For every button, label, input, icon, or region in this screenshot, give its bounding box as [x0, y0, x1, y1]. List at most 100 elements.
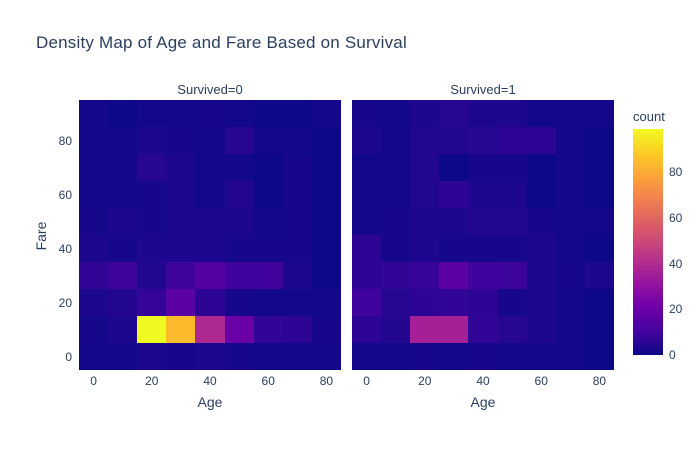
heatmap-cell[interactable] — [282, 181, 312, 208]
heatmap-cell[interactable] — [497, 235, 527, 262]
heatmap-cell[interactable] — [352, 316, 382, 343]
heatmap-cell[interactable] — [137, 316, 167, 343]
heatmap-cell[interactable] — [166, 208, 196, 235]
heatmap-cell[interactable] — [584, 343, 614, 370]
heatmap-cell[interactable] — [166, 127, 196, 154]
heatmap-cell[interactable] — [410, 181, 440, 208]
heatmap-cell[interactable] — [526, 343, 556, 370]
heatmap-cell[interactable] — [468, 181, 498, 208]
heatmap-cell[interactable] — [79, 343, 109, 370]
heatmap-cell[interactable] — [166, 262, 196, 289]
heatmap-cell[interactable] — [79, 100, 109, 127]
heatmap-cell[interactable] — [79, 262, 109, 289]
heatmap-cell[interactable] — [439, 343, 469, 370]
heatmap-cell[interactable] — [555, 316, 585, 343]
heatmap-cell[interactable] — [79, 181, 109, 208]
heatmap-cell[interactable] — [224, 154, 254, 181]
heatmap-cell[interactable] — [137, 289, 167, 316]
heatmap-survived-1[interactable] — [352, 100, 614, 370]
heatmap-cell[interactable] — [79, 154, 109, 181]
heatmap-cell[interactable] — [224, 316, 254, 343]
heatmap-cell[interactable] — [381, 154, 411, 181]
heatmap-cell[interactable] — [108, 343, 138, 370]
heatmap-cell[interactable] — [137, 235, 167, 262]
heatmap-cell[interactable] — [224, 289, 254, 316]
heatmap-cell[interactable] — [555, 262, 585, 289]
heatmap-cell[interactable] — [497, 262, 527, 289]
heatmap-cell[interactable] — [352, 208, 382, 235]
heatmap-cell[interactable] — [584, 154, 614, 181]
heatmap-cell[interactable] — [253, 316, 283, 343]
heatmap-cell[interactable] — [526, 262, 556, 289]
heatmap-cell[interactable] — [352, 100, 382, 127]
heatmap-cell[interactable] — [282, 100, 312, 127]
heatmap-cell[interactable] — [224, 181, 254, 208]
heatmap-cell[interactable] — [311, 262, 341, 289]
heatmap-cell[interactable] — [381, 181, 411, 208]
heatmap-cell[interactable] — [195, 289, 225, 316]
heatmap-cell[interactable] — [79, 235, 109, 262]
heatmap-cell[interactable] — [497, 100, 527, 127]
heatmap-cell[interactable] — [439, 262, 469, 289]
heatmap-cell[interactable] — [166, 343, 196, 370]
heatmap-cell[interactable] — [195, 181, 225, 208]
heatmap-cell[interactable] — [439, 154, 469, 181]
heatmap-cell[interactable] — [381, 262, 411, 289]
heatmap-cell[interactable] — [555, 208, 585, 235]
heatmap-cell[interactable] — [584, 316, 614, 343]
heatmap-cell[interactable] — [137, 154, 167, 181]
heatmap-cell[interactable] — [497, 154, 527, 181]
heatmap-cell[interactable] — [526, 181, 556, 208]
heatmap-cell[interactable] — [253, 100, 283, 127]
heatmap-cell[interactable] — [195, 343, 225, 370]
heatmap-cell[interactable] — [526, 127, 556, 154]
heatmap-cell[interactable] — [584, 208, 614, 235]
heatmap-cell[interactable] — [584, 235, 614, 262]
heatmap-cell[interactable] — [224, 127, 254, 154]
heatmap-cell[interactable] — [439, 235, 469, 262]
heatmap-cell[interactable] — [108, 262, 138, 289]
heatmap-cell[interactable] — [137, 181, 167, 208]
heatmap-cell[interactable] — [352, 154, 382, 181]
heatmap-cell[interactable] — [311, 127, 341, 154]
heatmap-cell[interactable] — [439, 100, 469, 127]
heatmap-cell[interactable] — [253, 262, 283, 289]
heatmap-cell[interactable] — [352, 181, 382, 208]
heatmap-cell[interactable] — [468, 235, 498, 262]
heatmap-cell[interactable] — [584, 181, 614, 208]
heatmap-cell[interactable] — [195, 235, 225, 262]
heatmap-cell[interactable] — [555, 343, 585, 370]
heatmap-cell[interactable] — [311, 235, 341, 262]
heatmap-cell[interactable] — [282, 289, 312, 316]
heatmap-cell[interactable] — [311, 316, 341, 343]
heatmap-cell[interactable] — [439, 316, 469, 343]
heatmap-cell[interactable] — [79, 208, 109, 235]
heatmap-cell[interactable] — [282, 127, 312, 154]
heatmap-cell[interactable] — [137, 100, 167, 127]
heatmap-cell[interactable] — [526, 316, 556, 343]
heatmap-cell[interactable] — [439, 208, 469, 235]
heatmap-cell[interactable] — [137, 262, 167, 289]
heatmap-cell[interactable] — [108, 208, 138, 235]
heatmap-cell[interactable] — [282, 235, 312, 262]
heatmap-cell[interactable] — [311, 181, 341, 208]
heatmap-cell[interactable] — [253, 289, 283, 316]
heatmap-survived-0[interactable] — [79, 100, 341, 370]
heatmap-cell[interactable] — [410, 100, 440, 127]
heatmap-cell[interactable] — [108, 289, 138, 316]
heatmap-cell[interactable] — [381, 208, 411, 235]
heatmap-cell[interactable] — [195, 154, 225, 181]
heatmap-cell[interactable] — [108, 154, 138, 181]
heatmap-cell[interactable] — [195, 262, 225, 289]
heatmap-cell[interactable] — [137, 127, 167, 154]
heatmap-cell[interactable] — [224, 100, 254, 127]
heatmap-cell[interactable] — [137, 208, 167, 235]
colorbar[interactable] — [633, 129, 663, 355]
heatmap-cell[interactable] — [311, 208, 341, 235]
heatmap-cell[interactable] — [224, 235, 254, 262]
heatmap-cell[interactable] — [253, 235, 283, 262]
heatmap-cell[interactable] — [381, 316, 411, 343]
heatmap-cell[interactable] — [253, 127, 283, 154]
heatmap-cell[interactable] — [410, 235, 440, 262]
heatmap-cell[interactable] — [381, 235, 411, 262]
